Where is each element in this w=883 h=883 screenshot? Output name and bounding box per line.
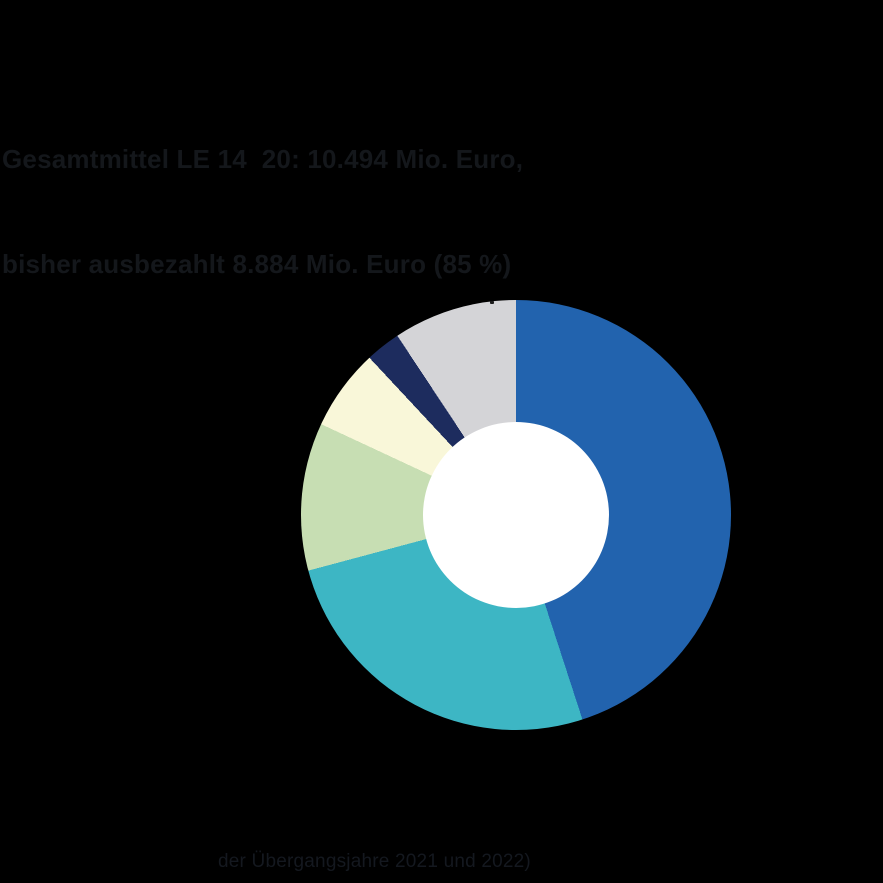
page-title-line-2: bisher ausbezahlt 8.884 Mio. Euro (85 %) bbox=[2, 249, 512, 279]
page-title: Gesamtmittel LE 14 20: 10.494 Mio. Euro,… bbox=[2, 72, 523, 317]
donut-hole bbox=[423, 422, 609, 608]
label-leader-tick bbox=[490, 301, 494, 304]
page-title-line-1: Gesamtmittel LE 14 20: 10.494 Mio. Euro, bbox=[2, 144, 524, 174]
footnote-text: der Übergangsjahre 2021 und 2022) bbox=[218, 851, 531, 872]
donut-chart bbox=[301, 300, 731, 730]
